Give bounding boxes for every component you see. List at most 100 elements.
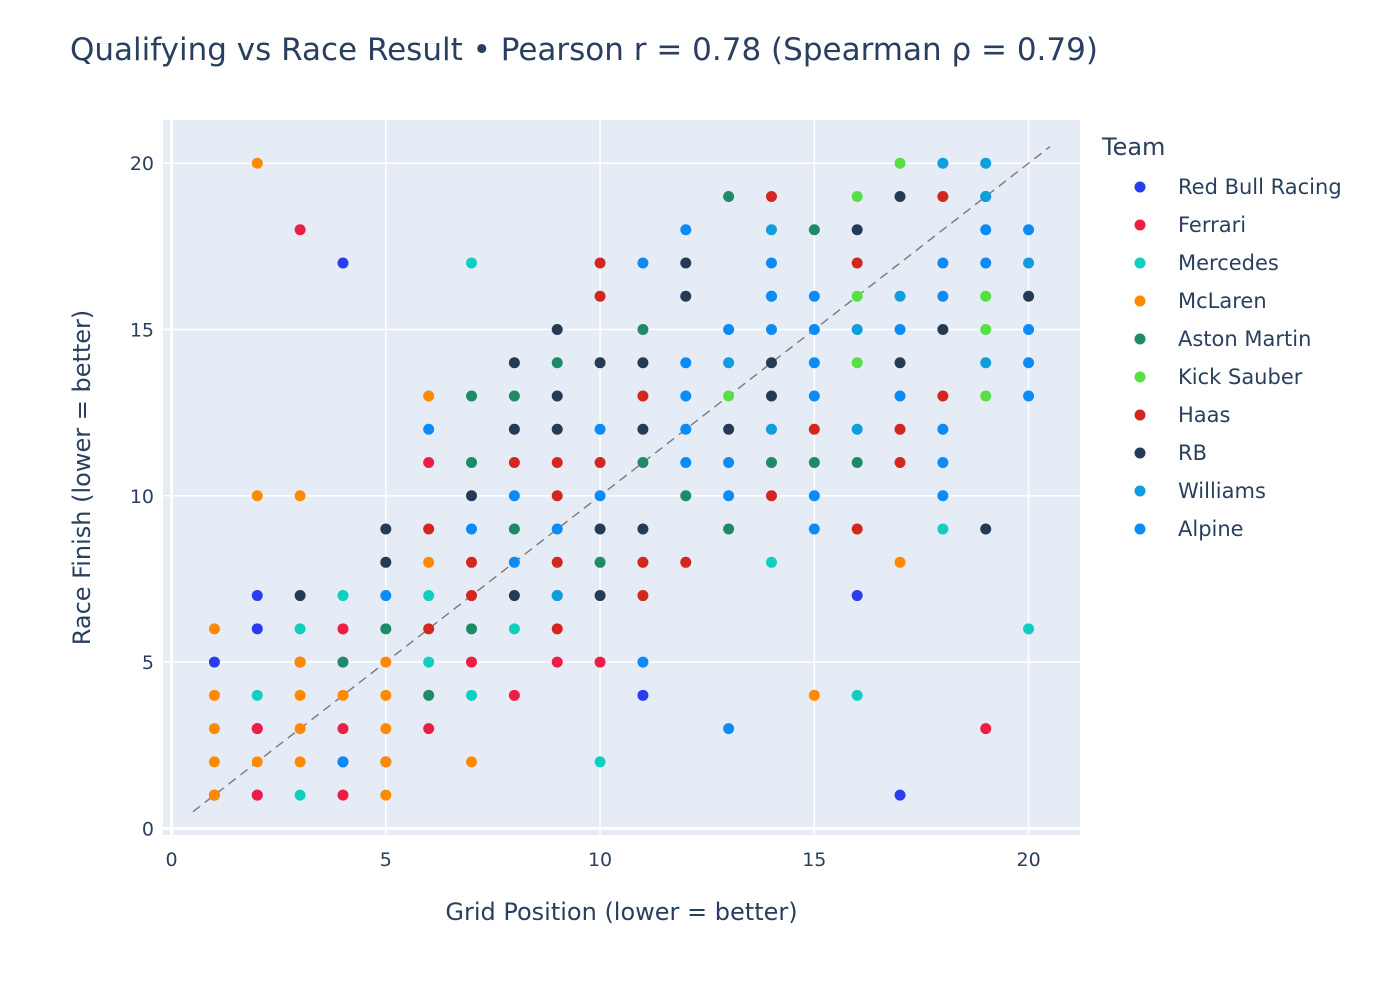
data-point (808, 290, 820, 302)
data-point (551, 490, 563, 502)
legend-item[interactable]: Kick Sauber (1134, 365, 1303, 389)
data-point (808, 523, 820, 535)
data-point (251, 623, 263, 635)
data-point (851, 324, 863, 336)
series-points (251, 224, 992, 801)
data-point (380, 523, 392, 535)
data-point (423, 390, 435, 402)
data-point (894, 324, 906, 336)
data-point (637, 689, 649, 701)
data-point (337, 590, 349, 602)
data-point (337, 623, 349, 635)
legend-item[interactable]: Aston Martin (1134, 327, 1312, 351)
data-point (466, 689, 478, 701)
reference-line-group (192, 146, 1051, 813)
data-point (808, 357, 820, 369)
legend-label: RB (1178, 441, 1207, 465)
data-point (851, 689, 863, 701)
data-point (723, 423, 735, 435)
data-point (1023, 257, 1035, 269)
data-point (294, 656, 306, 668)
data-point (980, 357, 992, 369)
data-point (251, 689, 263, 701)
data-point (937, 390, 949, 402)
data-point (980, 723, 992, 735)
legend-label: Mercedes (1178, 251, 1279, 275)
data-point (1023, 357, 1035, 369)
data-point (894, 290, 906, 302)
series-points (337, 190, 992, 701)
data-point (851, 457, 863, 469)
data-point (937, 257, 949, 269)
data-point (466, 656, 478, 668)
data-point (251, 490, 263, 502)
data-point (680, 490, 692, 502)
data-point (423, 523, 435, 535)
data-points (208, 157, 1035, 801)
data-point (851, 224, 863, 236)
data-point (851, 357, 863, 369)
legend-label: Ferrari (1178, 213, 1246, 237)
data-point (594, 290, 606, 302)
legend-item[interactable]: Williams (1134, 479, 1266, 503)
data-point (508, 523, 520, 535)
data-point (294, 756, 306, 768)
data-point (1023, 224, 1035, 236)
data-point (637, 257, 649, 269)
data-point (294, 224, 306, 236)
data-point (337, 756, 349, 768)
legend-item[interactable]: Haas (1134, 403, 1231, 427)
data-point (765, 457, 777, 469)
legend-marker (1134, 371, 1146, 383)
data-point (594, 556, 606, 568)
legend-item[interactable]: McLaren (1134, 289, 1267, 313)
data-point (937, 423, 949, 435)
y-tick-label: 20 (130, 153, 154, 175)
data-point (208, 689, 220, 701)
data-point (937, 490, 949, 502)
data-point (765, 257, 777, 269)
legend-item[interactable]: RB (1134, 441, 1208, 465)
data-point (380, 723, 392, 735)
series-points (723, 157, 992, 402)
data-point (723, 357, 735, 369)
data-point (637, 656, 649, 668)
data-point (551, 390, 563, 402)
data-point (808, 689, 820, 701)
y-tick-label: 15 (130, 320, 154, 342)
data-point (937, 190, 949, 202)
data-point (508, 357, 520, 369)
data-point (637, 357, 649, 369)
data-point (551, 556, 563, 568)
data-point (251, 590, 263, 602)
reference-line (192, 146, 1051, 813)
chart-title: Qualifying vs Race Result • Pearson r = … (70, 32, 1098, 68)
series-points (423, 190, 949, 635)
data-point (851, 590, 863, 602)
data-point (680, 390, 692, 402)
legend-item[interactable]: Alpine (1134, 517, 1244, 541)
data-point (851, 290, 863, 302)
data-point (765, 556, 777, 568)
data-point (508, 556, 520, 568)
legend-marker (1134, 523, 1146, 535)
legend-marker (1134, 409, 1146, 421)
data-point (980, 257, 992, 269)
legend-label: Red Bull Racing (1178, 175, 1342, 199)
data-point (466, 457, 478, 469)
data-point (937, 290, 949, 302)
data-point (851, 190, 863, 202)
data-point (680, 257, 692, 269)
legend-item[interactable]: Red Bull Racing (1134, 175, 1342, 199)
data-point (251, 756, 263, 768)
data-point (980, 390, 992, 402)
data-point (466, 556, 478, 568)
data-point (380, 756, 392, 768)
legend-item[interactable]: Mercedes (1134, 251, 1279, 275)
data-point (423, 590, 435, 602)
legend-item[interactable]: Ferrari (1134, 213, 1247, 237)
data-point (937, 324, 949, 336)
data-point (808, 390, 820, 402)
data-point (808, 324, 820, 336)
